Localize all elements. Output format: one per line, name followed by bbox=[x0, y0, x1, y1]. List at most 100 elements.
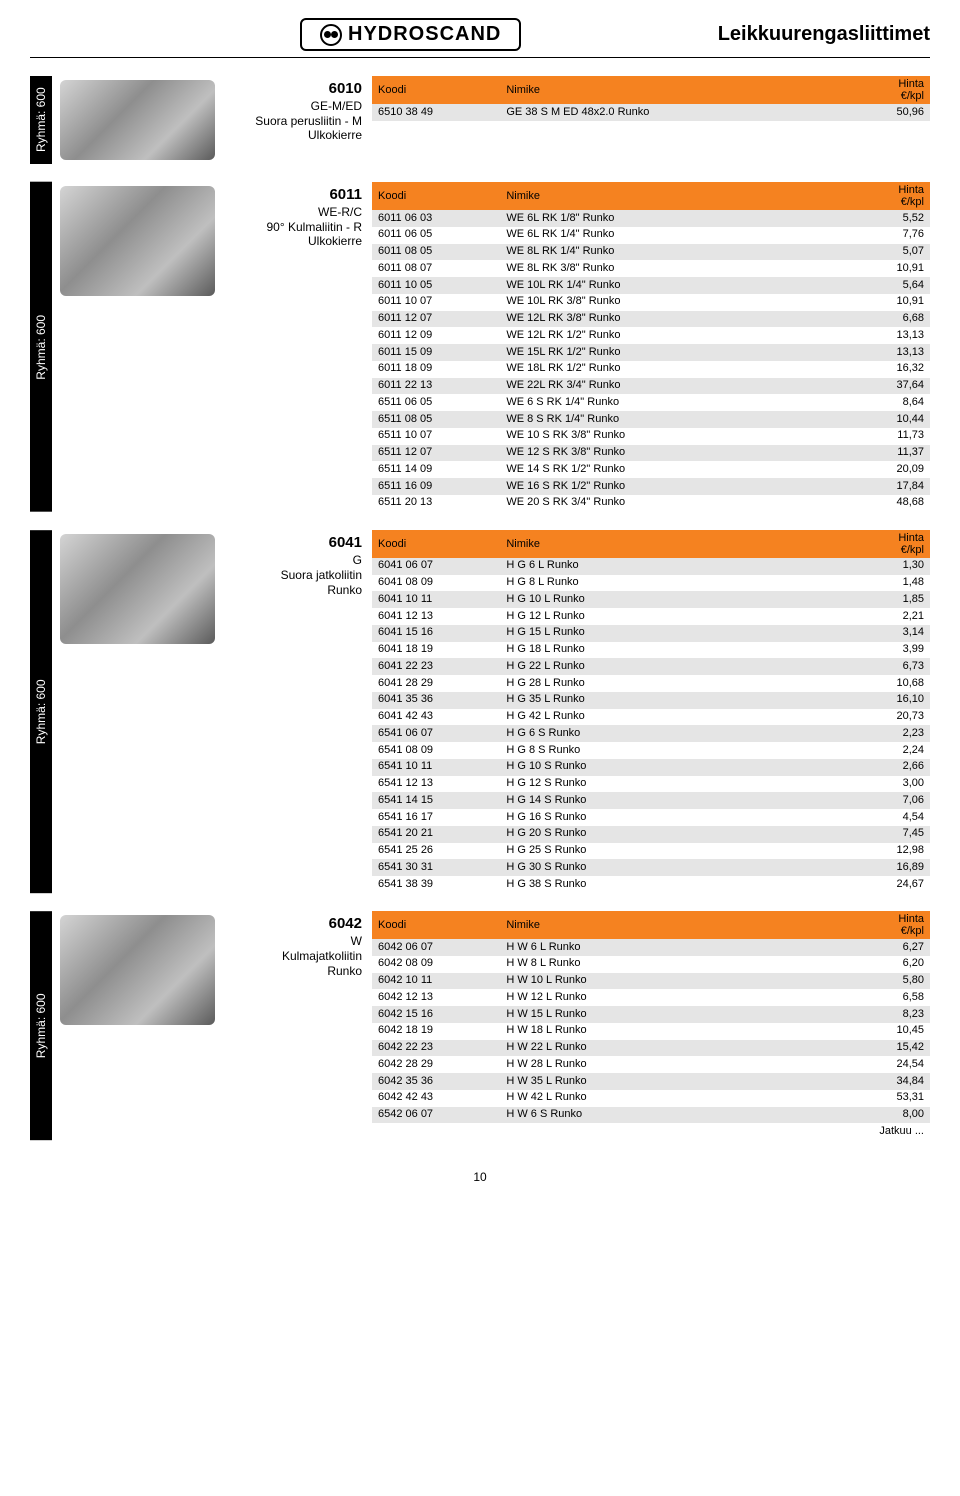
cell-hinta: 1,30 bbox=[830, 558, 930, 575]
price-table: KoodiNimikeHinta€/kpl6011 06 03WE 6L RK … bbox=[372, 182, 930, 512]
product-image bbox=[60, 534, 215, 644]
cell-nimike: H G 6 L Runko bbox=[500, 558, 829, 575]
table-row: 6011 10 05WE 10L RK 1/4" Runko5,64 bbox=[372, 277, 930, 294]
cell-koodi: 6542 06 07 bbox=[372, 1107, 500, 1124]
table-row: 6541 20 21H G 20 S Runko7,45 bbox=[372, 826, 930, 843]
product-image bbox=[60, 80, 215, 160]
cell-hinta: 53,31 bbox=[830, 1090, 930, 1107]
cell-nimike: WE 6 S RK 1/4" Runko bbox=[500, 394, 829, 411]
product-meta-line: WE-R/C bbox=[226, 205, 362, 219]
cell-koodi: 6042 10 11 bbox=[372, 973, 500, 990]
price-table-container: KoodiNimikeHinta€/kpl6041 06 07H G 6 L R… bbox=[372, 530, 930, 893]
product-image bbox=[60, 186, 215, 296]
cell-hinta: 10,91 bbox=[830, 294, 930, 311]
cell-nimike: H G 10 S Runko bbox=[500, 759, 829, 776]
col-hinta: Hinta€/kpl bbox=[830, 911, 930, 939]
table-header-row: KoodiNimikeHinta€/kpl bbox=[372, 182, 930, 210]
cell-hinta: 5,80 bbox=[830, 973, 930, 990]
cell-koodi: 6541 06 07 bbox=[372, 725, 500, 742]
product-meta-line: W bbox=[226, 934, 362, 948]
cell-koodi: 6541 30 31 bbox=[372, 859, 500, 876]
cell-nimike: H G 10 L Runko bbox=[500, 591, 829, 608]
cell-nimike: WE 6L RK 1/8" Runko bbox=[500, 210, 829, 227]
cell-koodi: 6042 42 43 bbox=[372, 1090, 500, 1107]
table-row: 6011 12 09WE 12L RK 1/2" Runko13,13 bbox=[372, 327, 930, 344]
cell-hinta: 5,64 bbox=[830, 277, 930, 294]
cell-nimike: H G 14 S Runko bbox=[500, 792, 829, 809]
col-hinta: Hinta€/kpl bbox=[830, 530, 930, 558]
cell-hinta: 6,27 bbox=[830, 939, 930, 956]
cell-koodi: 6011 15 09 bbox=[372, 344, 500, 361]
cell-nimike: WE 14 S RK 1/2" Runko bbox=[500, 461, 829, 478]
cell-koodi: 6511 10 07 bbox=[372, 428, 500, 445]
table-row: 6511 12 07WE 12 S RK 3/8" Runko11,37 bbox=[372, 445, 930, 462]
product-meta-line: Suora jatkoliitin bbox=[226, 568, 362, 582]
cell-nimike: H G 15 L Runko bbox=[500, 625, 829, 642]
product-image-cell bbox=[52, 530, 222, 893]
cell-nimike: H G 35 L Runko bbox=[500, 692, 829, 709]
cell-nimike: H W 28 L Runko bbox=[500, 1056, 829, 1073]
price-table: KoodiNimikeHinta€/kpl6042 06 07H W 6 L R… bbox=[372, 911, 930, 1140]
table-row: 6511 14 09WE 14 S RK 1/2" Runko20,09 bbox=[372, 461, 930, 478]
product-meta: 6011WE-R/C90° Kulmaliitin - R Ulkokierre bbox=[222, 182, 372, 512]
col-koodi: Koodi bbox=[372, 530, 500, 558]
cell-nimike: H G 25 S Runko bbox=[500, 843, 829, 860]
cell-koodi: 6541 10 11 bbox=[372, 759, 500, 776]
cell-koodi: 6041 15 16 bbox=[372, 625, 500, 642]
cell-hinta: 3,00 bbox=[830, 776, 930, 793]
table-row: 6541 14 15H G 14 S Runko7,06 bbox=[372, 792, 930, 809]
cell-koodi: 6011 22 13 bbox=[372, 378, 500, 395]
cell-nimike: WE 12 S RK 3/8" Runko bbox=[500, 445, 829, 462]
table-row: 6042 08 09H W 8 L Runko6,20 bbox=[372, 956, 930, 973]
price-table: KoodiNimikeHinta€/kpl6041 06 07H G 6 L R… bbox=[372, 530, 930, 893]
cell-hinta: 8,00 bbox=[830, 1107, 930, 1124]
product-meta: 6041GSuora jatkoliitinRunko bbox=[222, 530, 372, 893]
table-row: 6541 25 26H G 25 S Runko12,98 bbox=[372, 843, 930, 860]
cell-nimike: WE 8L RK 3/8" Runko bbox=[500, 260, 829, 277]
cell-nimike: WE 6L RK 1/4" Runko bbox=[500, 227, 829, 244]
cell-hinta: 2,21 bbox=[830, 608, 930, 625]
product-meta-line: 90° Kulmaliitin - R Ulkokierre bbox=[226, 220, 362, 248]
table-row: 6041 06 07H G 6 L Runko1,30 bbox=[372, 558, 930, 575]
table-row: 6511 08 05WE 8 S RK 1/4" Runko10,44 bbox=[372, 411, 930, 428]
cell-nimike: WE 18L RK 1/2" Runko bbox=[500, 361, 829, 378]
cell-nimike: H G 20 S Runko bbox=[500, 826, 829, 843]
cell-nimike: WE 8L RK 1/4" Runko bbox=[500, 244, 829, 261]
table-row: 6041 12 13H G 12 L Runko2,21 bbox=[372, 608, 930, 625]
cell-koodi: 6011 12 09 bbox=[372, 327, 500, 344]
cell-nimike: WE 8 S RK 1/4" Runko bbox=[500, 411, 829, 428]
cell-koodi: 6541 38 39 bbox=[372, 876, 500, 893]
product-meta-line: Runko bbox=[226, 964, 362, 978]
table-row: 6511 20 13WE 20 S RK 3/4" Runko48,68 bbox=[372, 495, 930, 512]
product-section: Ryhmä: 6006010GE-M/EDSuora perusliitin -… bbox=[30, 76, 930, 164]
product-code: 6010 bbox=[226, 80, 362, 97]
cell-koodi: 6511 08 05 bbox=[372, 411, 500, 428]
cell-koodi: 6541 25 26 bbox=[372, 843, 500, 860]
cell-nimike: H G 18 L Runko bbox=[500, 642, 829, 659]
cell-nimike: WE 10 S RK 3/8" Runko bbox=[500, 428, 829, 445]
product-meta-line: Runko bbox=[226, 583, 362, 597]
cell-nimike: H W 12 L Runko bbox=[500, 989, 829, 1006]
group-side-label: Ryhmä: 600 bbox=[30, 911, 52, 1140]
table-row: 6041 28 29H G 28 L Runko10,68 bbox=[372, 675, 930, 692]
cell-nimike: H W 22 L Runko bbox=[500, 1040, 829, 1057]
cell-nimike: WE 16 S RK 1/2" Runko bbox=[500, 478, 829, 495]
cell-koodi: 6042 22 23 bbox=[372, 1040, 500, 1057]
cell-nimike: GE 38 S M ED 48x2.0 Runko bbox=[500, 104, 829, 121]
cell-nimike: H G 30 S Runko bbox=[500, 859, 829, 876]
col-koodi: Koodi bbox=[372, 76, 500, 104]
table-row: 6041 18 19H G 18 L Runko3,99 bbox=[372, 642, 930, 659]
product-section: Ryhmä: 6006041GSuora jatkoliitinRunkoKoo… bbox=[30, 530, 930, 893]
table-row: 6541 16 17H G 16 S Runko4,54 bbox=[372, 809, 930, 826]
cell-nimike: H G 8 L Runko bbox=[500, 575, 829, 592]
cell-koodi: 6042 18 19 bbox=[372, 1023, 500, 1040]
cell-nimike: H W 35 L Runko bbox=[500, 1073, 829, 1090]
cell-koodi: 6541 20 21 bbox=[372, 826, 500, 843]
product-image-cell bbox=[52, 182, 222, 512]
cell-hinta: 3,14 bbox=[830, 625, 930, 642]
product-section: Ryhmä: 6006011WE-R/C90° Kulmaliitin - R … bbox=[30, 182, 930, 512]
page-title: Leikkuurengasliittimet bbox=[718, 23, 930, 46]
table-row: 6511 06 05WE 6 S RK 1/4" Runko8,64 bbox=[372, 394, 930, 411]
cell-koodi: 6042 12 13 bbox=[372, 989, 500, 1006]
table-row: 6011 18 09WE 18L RK 1/2" Runko16,32 bbox=[372, 361, 930, 378]
